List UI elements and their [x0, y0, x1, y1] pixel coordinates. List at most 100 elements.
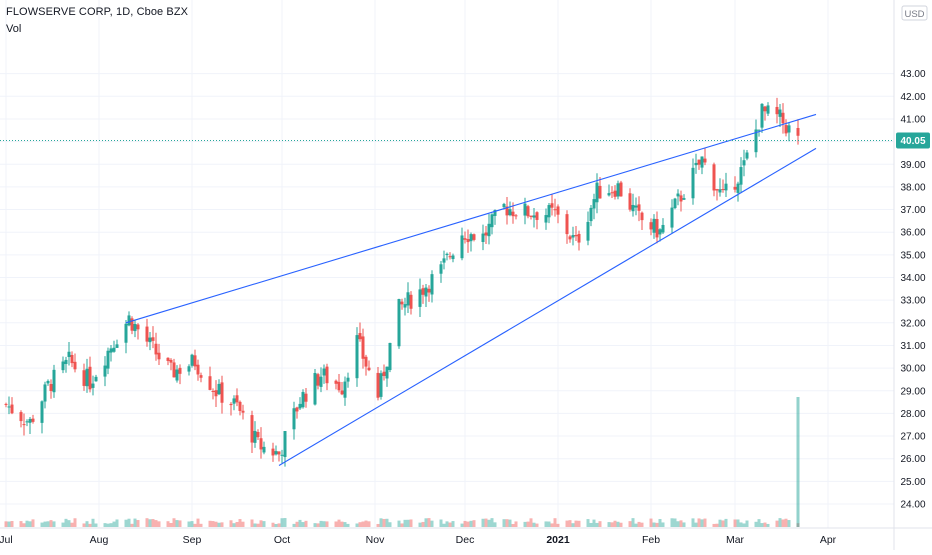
candle-body	[487, 223, 491, 237]
trend-lines[interactable]	[125, 113, 817, 466]
candle-body	[439, 264, 443, 274]
volume-bar	[430, 520, 434, 527]
volume-bar	[565, 520, 569, 527]
candle-body	[598, 185, 602, 199]
volume-bar	[85, 521, 89, 527]
volume-bar	[700, 519, 704, 527]
candle-body	[337, 381, 341, 391]
candle-body	[448, 256, 452, 258]
volume-bar	[784, 518, 788, 527]
volume-bar	[214, 521, 218, 527]
time-tick-label: Nov	[366, 534, 385, 546]
volume-bar	[442, 523, 446, 527]
upper-trend-line[interactable]	[125, 113, 817, 324]
volume-bar	[235, 521, 239, 527]
volume-bar	[190, 521, 194, 527]
volume-bar	[220, 522, 224, 527]
candle-body	[151, 337, 155, 341]
candle-body	[313, 372, 317, 405]
candle-body	[610, 192, 614, 194]
candle-body	[301, 392, 305, 408]
volume-bar	[568, 520, 572, 527]
volume-bar	[532, 522, 536, 527]
lower-trend-line[interactable]	[278, 147, 817, 466]
candle-body	[91, 383, 95, 388]
volume-bar	[529, 518, 533, 527]
volume-bar	[355, 523, 359, 527]
candle-body	[676, 193, 680, 197]
candle-body	[787, 125, 791, 133]
volume-bar	[754, 521, 758, 527]
volume-bar	[73, 518, 77, 527]
volume-bar	[166, 521, 170, 527]
candle-body	[319, 376, 323, 387]
candle-body	[40, 401, 44, 423]
candle-body	[586, 221, 590, 241]
candle-body	[220, 382, 224, 403]
volume-bar	[787, 520, 791, 527]
candle-body	[355, 335, 359, 379]
volume-bar	[469, 520, 473, 527]
price-axis[interactable]: 24.00 25.00 26.00 27.00 28.00 29.00 30.00 31.00…	[900, 69, 925, 510]
candle-body	[166, 357, 170, 361]
price-tick-label: 36.00	[900, 228, 925, 239]
candle-body	[490, 214, 494, 228]
volume-bar	[703, 518, 707, 527]
volume-bar	[463, 520, 467, 527]
candle-body	[568, 236, 572, 240]
volume-bar	[424, 518, 428, 527]
candle-body	[544, 215, 548, 223]
candle-body	[409, 294, 413, 309]
candle-body	[607, 193, 611, 196]
candle-body	[616, 183, 620, 197]
price-tick-label: 37.00	[900, 205, 925, 216]
candle-body	[505, 206, 509, 216]
volume-bar	[718, 519, 722, 527]
candle-body	[367, 367, 371, 371]
time-axis[interactable]: Jul Aug Sep Oct Nov Dec 2021 Feb Mar Apr	[0, 534, 837, 546]
volume-bar	[106, 523, 110, 527]
volume-bar	[745, 520, 749, 527]
candle-body	[196, 364, 200, 375]
candle-body	[757, 129, 761, 131]
candle-body	[442, 258, 446, 263]
price-tick-label: 30.00	[900, 364, 925, 375]
volume-bar	[241, 521, 245, 527]
price-tick-label: 41.00	[900, 114, 925, 125]
volume-bar	[199, 523, 203, 527]
price-tick-label: 39.00	[900, 160, 925, 171]
volume-bar	[655, 522, 659, 527]
price-tick-label: 32.00	[900, 318, 925, 329]
volume-bar	[724, 518, 728, 527]
volume-bar	[325, 521, 329, 527]
candle-body	[652, 218, 656, 233]
volume-bar	[634, 523, 638, 527]
volume-bar	[574, 520, 578, 527]
candle-body	[322, 368, 326, 376]
volume-bar	[385, 518, 389, 527]
volume-bar	[154, 520, 158, 527]
time-tick-label: Jul	[0, 534, 13, 546]
candle-body	[484, 232, 488, 236]
volume-bar	[109, 523, 113, 527]
volume-bar	[40, 522, 44, 527]
volume-bar	[271, 522, 275, 527]
volume-bar	[757, 519, 761, 527]
volume-bar	[217, 522, 221, 527]
candle-body	[577, 233, 581, 243]
volume-bar	[124, 519, 128, 527]
currency-badge[interactable]: USD	[901, 5, 928, 21]
volume-bar	[652, 522, 656, 527]
candle-body	[460, 235, 464, 259]
candle-body	[670, 207, 674, 228]
candle-body	[61, 361, 65, 371]
candle-body	[673, 198, 677, 209]
volume-bar	[175, 520, 179, 527]
candle-body	[655, 218, 659, 238]
volume-bar	[775, 520, 779, 527]
candle-body	[745, 152, 749, 159]
candle-body	[64, 359, 68, 365]
volume-bar	[418, 522, 422, 527]
